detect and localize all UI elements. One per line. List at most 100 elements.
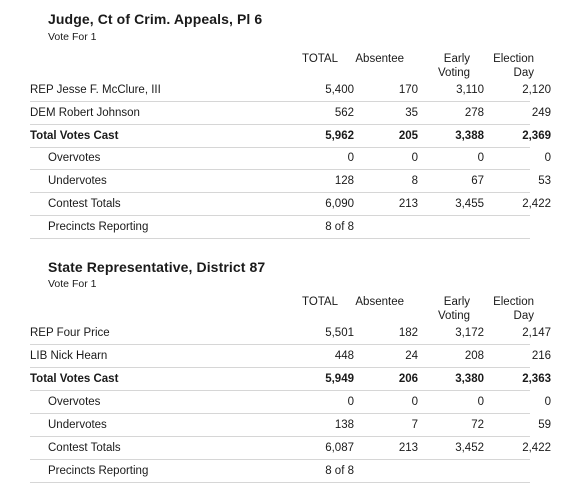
table-row-contest-totals: Contest Totals 6,090 213 3,455 2,422 — [30, 194, 551, 216]
table-row-precincts-reporting: Precincts Reporting 8 of 8 — [30, 461, 530, 483]
row-divider — [30, 215, 530, 216]
cell-election-day: 2,369 — [522, 130, 551, 142]
cell-total: 5,949 — [325, 373, 354, 385]
cell-absentee: 206 — [398, 373, 418, 385]
cell-election-day: 2,422 — [522, 198, 551, 210]
row-divider — [30, 238, 530, 239]
row-label: Precincts Reporting — [48, 221, 149, 233]
cell-total: 8 of 8 — [325, 221, 354, 233]
cell-absentee: 205 — [398, 130, 418, 142]
cell-total: 0 — [347, 396, 354, 408]
table-row-total-votes: Total Votes Cast 5,949 206 3,380 2,363 — [30, 369, 551, 391]
cell-total: 6,087 — [325, 442, 354, 454]
table-row-total-votes: Total Votes Cast 5,962 205 3,388 2,369 — [30, 126, 551, 148]
cell-early-voting: 3,388 — [455, 130, 484, 142]
cell-early-voting: 3,380 — [455, 373, 484, 385]
cell-total: 448 — [334, 350, 354, 362]
cell-early-voting: 3,455 — [455, 198, 484, 210]
cell-election-day: 249 — [531, 107, 551, 119]
cell-early-voting: 3,452 — [455, 442, 484, 454]
row-divider — [30, 390, 530, 391]
cell-total: 128 — [334, 175, 354, 187]
cell-election-day: 2,422 — [522, 442, 551, 454]
row-divider — [30, 482, 530, 483]
cell-absentee: 8 — [411, 175, 418, 187]
cell-election-day: 53 — [538, 175, 551, 187]
cell-total: 138 — [334, 419, 354, 431]
vote-for-label: Vote For 1 — [48, 31, 97, 43]
cell-total: 5,962 — [325, 130, 354, 142]
table-row-overvotes: Overvotes 0 0 0 0 — [30, 148, 551, 170]
vote-for-label: Vote For 1 — [48, 278, 97, 290]
table-row-undervotes: Undervotes 128 8 67 53 — [30, 171, 551, 193]
row-divider — [30, 169, 530, 170]
cell-election-day: 59 — [538, 419, 551, 431]
row-divider — [30, 413, 530, 414]
row-label: Contest Totals — [48, 442, 121, 454]
cell-total: 6,090 — [325, 198, 354, 210]
cell-election-day: 2,120 — [522, 84, 551, 96]
table-row-candidate: DEM Robert Johnson 562 35 278 249 — [30, 103, 551, 125]
cell-early-voting: 0 — [477, 152, 484, 164]
row-divider — [30, 192, 530, 193]
cell-election-day: 0 — [544, 396, 551, 408]
row-divider — [30, 147, 530, 148]
row-divider — [30, 367, 530, 368]
row-label: Undervotes — [48, 419, 107, 431]
row-label: REP Jesse F. McClure, III — [30, 84, 161, 96]
row-label: Contest Totals — [48, 198, 121, 210]
row-label: Overvotes — [48, 396, 101, 408]
cell-total: 0 — [347, 152, 354, 164]
cell-total: 8 of 8 — [325, 465, 354, 477]
row-divider — [30, 124, 530, 125]
col-header-election-day: Election Day — [493, 296, 534, 322]
cell-absentee: 170 — [398, 84, 418, 96]
cell-early-voting: 278 — [464, 107, 484, 119]
table-row-candidate: LIB Nick Hearn 448 24 208 216 — [30, 346, 551, 368]
cell-absentee: 182 — [398, 327, 418, 339]
row-divider — [30, 101, 530, 102]
row-label: LIB Nick Hearn — [30, 350, 108, 362]
cell-election-day: 2,363 — [522, 373, 551, 385]
table-row-precincts-reporting: Precincts Reporting 8 of 8 — [30, 217, 530, 239]
cell-election-day: 216 — [531, 350, 551, 362]
row-label: REP Four Price — [30, 327, 110, 339]
cell-election-day: 2,147 — [522, 327, 551, 339]
race-title: Judge, Ct of Crim. Appeals, Pl 6 — [48, 11, 263, 27]
cell-early-voting: 208 — [464, 350, 484, 362]
row-label: Overvotes — [48, 152, 101, 164]
col-header-total: TOTAL — [302, 296, 338, 308]
row-label: Precincts Reporting — [48, 465, 149, 477]
cell-early-voting: 0 — [477, 396, 484, 408]
cell-absentee: 0 — [411, 152, 418, 164]
row-label: Total Votes Cast — [30, 130, 119, 142]
col-header-absentee: Absentee — [355, 296, 404, 308]
race-title: State Representative, District 87 — [48, 259, 266, 275]
table-row-contest-totals: Contest Totals 6,087 213 3,452 2,422 — [30, 438, 551, 460]
cell-early-voting: 3,110 — [456, 84, 484, 96]
row-label: DEM Robert Johnson — [30, 107, 140, 119]
row-divider — [30, 344, 530, 345]
cell-absentee: 7 — [411, 419, 418, 431]
col-header-absentee: Absentee — [355, 53, 404, 65]
cell-early-voting: 67 — [471, 175, 484, 187]
cell-total: 5,501 — [325, 327, 354, 339]
cell-absentee: 0 — [411, 396, 418, 408]
row-label: Undervotes — [48, 175, 107, 187]
col-header-election-day: Election Day — [493, 53, 534, 79]
row-divider — [30, 459, 530, 460]
col-header-early-voting: Early Voting — [438, 296, 470, 322]
row-label: Total Votes Cast — [30, 373, 119, 385]
cell-absentee: 213 — [398, 442, 418, 454]
col-header-early-voting: Early Voting — [438, 53, 470, 79]
cell-early-voting: 72 — [471, 419, 484, 431]
table-row-candidate: REP Jesse F. McClure, III 5,400 170 3,11… — [30, 80, 551, 102]
table-row-overvotes: Overvotes 0 0 0 0 — [30, 392, 551, 414]
cell-total: 562 — [334, 107, 354, 119]
row-divider — [30, 436, 530, 437]
col-header-total: TOTAL — [302, 53, 338, 65]
cell-election-day: 0 — [544, 152, 551, 164]
cell-absentee: 35 — [405, 107, 418, 119]
table-row-undervotes: Undervotes 138 7 72 59 — [30, 415, 551, 437]
cell-early-voting: 3,172 — [455, 327, 484, 339]
